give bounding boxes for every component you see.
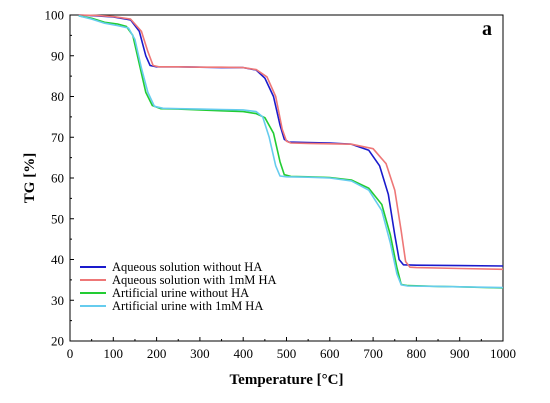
y-tick-label: 100	[45, 8, 65, 23]
y-tick-label: 90	[51, 48, 64, 63]
panel-label: a	[482, 18, 492, 40]
x-axis-title: Temperature [°C]	[230, 372, 344, 388]
x-tick-label: 0	[67, 346, 74, 361]
x-tick-label: 100	[104, 346, 124, 361]
y-tick-label: 20	[51, 334, 64, 349]
legend-label: Artificial urine with 1mM HA	[112, 299, 263, 313]
y-tick-label: 60	[51, 171, 64, 186]
series-line	[78, 14, 504, 267]
y-tick-label: 70	[51, 130, 64, 145]
series-line	[78, 15, 504, 289]
x-tick-label: 900	[450, 346, 470, 361]
legend-label: Artificial urine without HA	[112, 286, 249, 300]
x-tick-label: 200	[147, 346, 167, 361]
y-axis-title: TG [%]	[22, 153, 38, 203]
series-line	[78, 15, 504, 289]
x-tick-label: 800	[407, 346, 427, 361]
series-line	[78, 14, 504, 271]
x-tick-label: 1000	[490, 346, 516, 361]
y-tick-label: 50	[51, 211, 64, 226]
x-tick-label: 300	[190, 346, 210, 361]
x-tick-label: 700	[363, 346, 383, 361]
x-tick-label: 500	[277, 346, 297, 361]
y-tick-label: 80	[51, 89, 64, 104]
x-tick-label: 600	[320, 346, 340, 361]
legend-label: Aqueous solution with 1mM HA	[112, 273, 277, 287]
legend-label: Aqueous solution without HA	[112, 260, 262, 274]
x-tick-label: 400	[233, 346, 253, 361]
axis-ticks: 0 100 200 300 400 500 600 700 800 900 1000 20 30 40 50…	[45, 8, 517, 362]
series-lines	[78, 14, 504, 289]
y-tick-label: 40	[51, 252, 64, 267]
y-tick-label: 30	[51, 293, 64, 308]
